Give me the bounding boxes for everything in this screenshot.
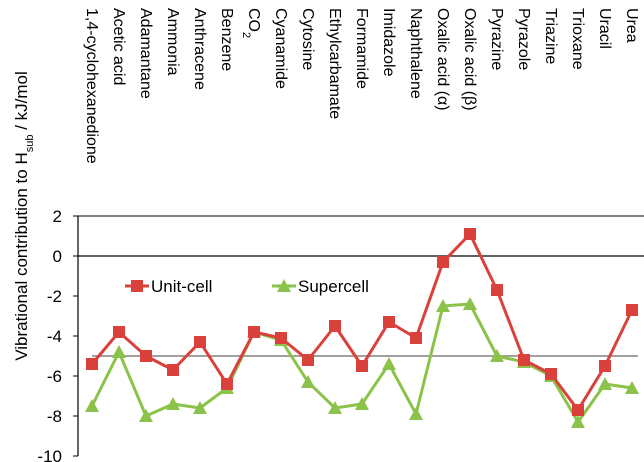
- data-point-supercell: [139, 409, 153, 422]
- legend-swatch-marker: [277, 279, 291, 292]
- x-category-label: Anthracene: [191, 8, 208, 90]
- data-point-supercell: [409, 407, 423, 420]
- x-category-label: Benzene: [218, 8, 235, 71]
- data-point-supercell: [598, 377, 612, 390]
- data-point-supercell: [166, 397, 180, 410]
- legend-item-supercell: Supercell: [272, 277, 369, 296]
- data-point-supercell: [463, 297, 477, 310]
- data-point-unit-cell: [464, 228, 476, 240]
- data-point-supercell: [85, 399, 99, 412]
- legend: Unit-cell Supercell: [125, 277, 369, 296]
- y-axis-ticks: 2 0 -2 -4 -6 -8 -10: [37, 207, 78, 462]
- data-point-supercell: [328, 401, 342, 414]
- data-point-unit-cell: [437, 256, 449, 268]
- x-category-label: Formamide: [353, 8, 370, 89]
- x-category-label: Oxalic acid (β): [461, 8, 478, 111]
- data-point-unit-cell: [194, 336, 206, 348]
- data-point-supercell: [382, 357, 396, 370]
- y-tick-label: -8: [47, 407, 62, 426]
- x-category-label: 1,4-cyclohexanedione: [83, 8, 100, 164]
- data-point-unit-cell: [167, 364, 179, 376]
- data-point-unit-cell: [356, 360, 368, 372]
- y-tick-label: -10: [37, 447, 62, 462]
- x-category-label: Trioxane: [569, 8, 586, 70]
- x-category-label: Naphthalene: [407, 8, 424, 99]
- data-point-unit-cell: [410, 332, 422, 344]
- y-tick-label: -4: [47, 327, 62, 346]
- x-category-label: Ethylcarbamate: [326, 8, 343, 119]
- x-category-label: Adamantane: [137, 8, 154, 99]
- x-category-label: Pyrazine: [488, 8, 505, 70]
- y-axis-title-sub: sub: [24, 135, 36, 153]
- data-point-supercell: [571, 415, 585, 428]
- x-category-label: Cytosine: [299, 8, 316, 70]
- series-container: [85, 228, 639, 428]
- y-tick-label: -6: [47, 367, 62, 386]
- series-supercell: [85, 297, 639, 428]
- data-point-unit-cell: [86, 358, 98, 370]
- y-tick-label: -2: [47, 287, 62, 306]
- data-point-supercell: [355, 397, 369, 410]
- data-point-unit-cell: [383, 316, 395, 328]
- x-category-label: Oxalic acid (α): [434, 8, 451, 111]
- legend-swatch-marker: [131, 280, 143, 292]
- y-axis-label: Vibrational contribution to Hsub / kJ/mo…: [12, 71, 36, 361]
- x-category-label: Urea: [623, 8, 640, 43]
- legend-label: Supercell: [298, 277, 369, 296]
- x-category-label: Imidazole: [380, 8, 397, 77]
- data-point-supercell: [112, 345, 126, 358]
- data-point-unit-cell: [248, 326, 260, 338]
- data-point-supercell: [301, 375, 315, 388]
- y-axis-title: Vibrational contribution to Hsub / kJ/mo…: [12, 71, 36, 361]
- x-category-label: Ammonia: [164, 8, 181, 76]
- data-point-unit-cell: [491, 284, 503, 296]
- plot-frame: [77, 215, 644, 456]
- data-point-unit-cell: [545, 368, 557, 380]
- data-point-unit-cell: [113, 326, 125, 338]
- y-axis-title-unit: / kJ/mol: [12, 71, 31, 134]
- data-point-supercell: [436, 299, 450, 312]
- legend-label: Unit-cell: [151, 277, 212, 296]
- data-point-unit-cell: [302, 354, 314, 366]
- series-line-unit-cell: [90, 232, 634, 412]
- data-point-supercell: [490, 349, 504, 362]
- data-point-unit-cell: [572, 404, 584, 416]
- series-unit-cell: [86, 228, 638, 416]
- x-category-label: Acetic acid: [110, 8, 127, 85]
- data-point-unit-cell: [599, 360, 611, 372]
- data-point-supercell: [193, 401, 207, 414]
- y-tick-label: 0: [53, 247, 62, 266]
- x-category-label: Triazine: [542, 8, 559, 64]
- x-axis-category-labels: 1,4-cyclohexanedione Acetic acid Adamantan…: [83, 8, 640, 164]
- legend-item-unit-cell: Unit-cell: [125, 277, 212, 296]
- x-category-label: Cyanamide: [272, 8, 289, 89]
- data-point-unit-cell: [221, 378, 233, 390]
- data-point-unit-cell: [626, 304, 638, 316]
- x-category-label: CO2: [240, 8, 262, 38]
- y-tick-label: 2: [53, 207, 62, 226]
- data-point-unit-cell: [518, 354, 530, 366]
- data-point-unit-cell: [275, 332, 287, 344]
- data-point-unit-cell: [140, 350, 152, 362]
- y-axis-title-main: Vibrational contribution to H: [12, 152, 31, 361]
- data-point-supercell: [625, 381, 639, 394]
- x-category-label: Uracil: [596, 8, 613, 49]
- x-category-label: Pyrazole: [515, 8, 532, 70]
- data-point-unit-cell: [329, 320, 341, 332]
